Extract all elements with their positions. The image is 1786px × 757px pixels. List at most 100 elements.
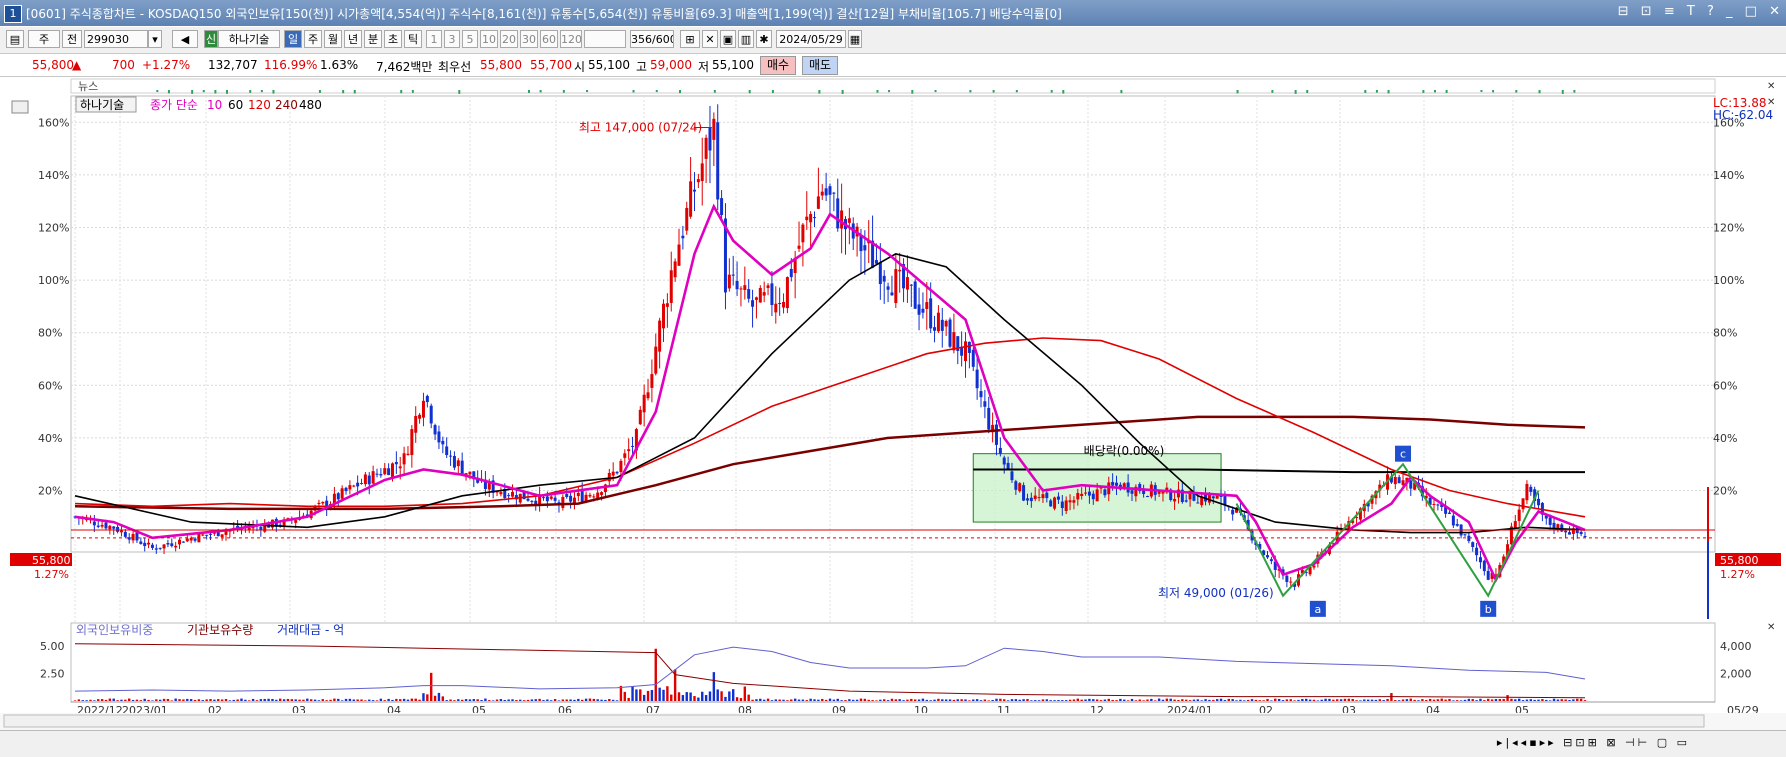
help-icon[interactable]: ? — [1706, 4, 1714, 19]
amount-bar — [782, 699, 785, 701]
amount-bar — [608, 699, 611, 701]
pane-close-icon[interactable]: ✕ — [1767, 97, 1775, 108]
news-mark — [167, 90, 170, 94]
amount-bar — [542, 700, 545, 701]
period-month[interactable]: 월 — [324, 30, 342, 48]
candle-body — [615, 471, 619, 474]
amount-bar — [348, 698, 352, 701]
interval-60[interactable]: 60 — [540, 30, 558, 48]
maximize-icon[interactable]: □ — [1744, 4, 1757, 19]
horizontal-scrollbar[interactable] — [3, 714, 1705, 728]
candle-body — [472, 471, 476, 480]
amount-bar — [1370, 699, 1374, 701]
view-select[interactable]: 전 — [62, 30, 82, 48]
print-icon[interactable]: ▥ — [738, 30, 754, 48]
stock-chart[interactable]: 뉴스 ✕ ✕ 160% 160% 140% 140% 120% 120% 100% 100% 8… — [0, 77, 1786, 730]
amount-bar — [472, 699, 475, 701]
candle-body — [1300, 569, 1304, 574]
code-input[interactable]: 299030 — [84, 30, 148, 48]
amount-bar — [855, 699, 859, 701]
stock-name[interactable]: 하나기술 — [218, 30, 280, 48]
layout-icon[interactable]: ⊟ — [1617, 4, 1629, 19]
candle-body — [1308, 566, 1312, 575]
news-mark — [818, 90, 821, 94]
chart-settings-icon[interactable]: ▤ — [6, 30, 24, 48]
code-dropdown-icon[interactable]: ▾ — [148, 30, 162, 48]
low-annotation: 최저 49,000 (01/26) — [1158, 586, 1274, 600]
draw-tool-icon[interactable]: ⊞ — [680, 30, 700, 48]
pane-menu-icon[interactable] — [11, 100, 29, 114]
playback-controls[interactable]: ▸|◂◂▪▸▸ ⊟⊡⊞ ⊠ ⊣⊢ ▢ ▭ — [1496, 736, 1690, 749]
candle-body — [944, 320, 948, 327]
close-icon[interactable]: ✕ — [1769, 4, 1780, 19]
candle-body — [1045, 492, 1049, 499]
period-tick[interactable]: 틱 — [404, 30, 422, 48]
candle-body — [747, 289, 751, 299]
lower-pane-close-icon[interactable]: ✕ — [1767, 622, 1775, 633]
candle-body — [584, 494, 588, 502]
candle-body — [654, 346, 658, 374]
amount-bar — [259, 699, 263, 701]
candle-body — [1002, 457, 1006, 465]
candle-body — [441, 440, 445, 445]
amount-bar — [1545, 699, 1548, 701]
candle-body — [967, 341, 971, 353]
amount-bar — [759, 698, 762, 701]
y-tick-right: 80% — [1713, 327, 1737, 340]
amount-bar — [476, 699, 479, 701]
amount-bar — [193, 699, 197, 701]
candle-body — [603, 484, 607, 493]
amount-bar — [561, 699, 565, 701]
amount-bar — [228, 700, 232, 701]
amount-bar — [615, 700, 619, 701]
date-input[interactable]: 2024/05/29 — [776, 30, 846, 48]
interval-120[interactable]: 120 — [560, 30, 582, 48]
link-icon[interactable]: ⊡ — [1640, 4, 1652, 19]
amount-bar — [100, 699, 104, 701]
interval-20[interactable]: 20 — [500, 30, 518, 48]
candle-body — [1111, 481, 1115, 486]
ma240-line — [74, 415, 1586, 511]
candle-body — [588, 494, 592, 497]
candle-body — [847, 218, 851, 223]
amount-bar — [526, 699, 530, 701]
sell-button[interactable]: 매도 — [802, 56, 839, 75]
text-icon[interactable]: T — [1686, 4, 1695, 19]
speaker-icon[interactable]: ◀ — [172, 30, 198, 48]
buy-button[interactable]: 매수 — [760, 56, 797, 75]
calendar-icon[interactable]: ▦ — [848, 30, 862, 48]
period-minute[interactable]: 분 — [364, 30, 382, 48]
period-week[interactable]: 주 — [304, 30, 322, 48]
minimize-icon[interactable]: _ — [1726, 4, 1733, 19]
interval-3[interactable]: 3 — [444, 30, 460, 48]
candle-body — [809, 214, 813, 223]
news-close-icon[interactable]: ✕ — [1767, 81, 1775, 92]
menu-icon[interactable]: ≡ — [1663, 4, 1675, 19]
amount-bar — [623, 691, 626, 701]
candle-body — [116, 526, 120, 532]
amount-bar — [166, 698, 170, 701]
amount-bar — [189, 699, 193, 701]
period-second[interactable]: 초 — [384, 30, 402, 48]
amount-bar — [1204, 699, 1207, 701]
save-icon[interactable]: ▣ — [720, 30, 736, 48]
candle-body — [1076, 492, 1080, 500]
interval-1[interactable]: 1 — [426, 30, 442, 48]
legend-stock-name[interactable]: 하나기술 — [80, 98, 124, 112]
period-day[interactable]: 일 — [284, 30, 302, 48]
interval-input[interactable] — [584, 30, 626, 48]
amount-bar — [859, 698, 863, 701]
candle-body — [917, 304, 921, 315]
gear-icon[interactable]: ✱ — [756, 30, 772, 48]
period-type-select[interactable]: 주 — [28, 30, 60, 48]
candle-body — [708, 127, 712, 151]
amount-bar — [1552, 698, 1556, 701]
period-year[interactable]: 년 — [344, 30, 362, 48]
interval-30[interactable]: 30 — [520, 30, 538, 48]
news-mark — [655, 90, 658, 93]
news-mark — [679, 90, 681, 94]
interval-10[interactable]: 10 — [480, 30, 498, 48]
candle-body — [863, 245, 867, 251]
interval-5[interactable]: 5 — [462, 30, 478, 48]
crosshair-icon[interactable]: ✕ — [702, 30, 718, 48]
